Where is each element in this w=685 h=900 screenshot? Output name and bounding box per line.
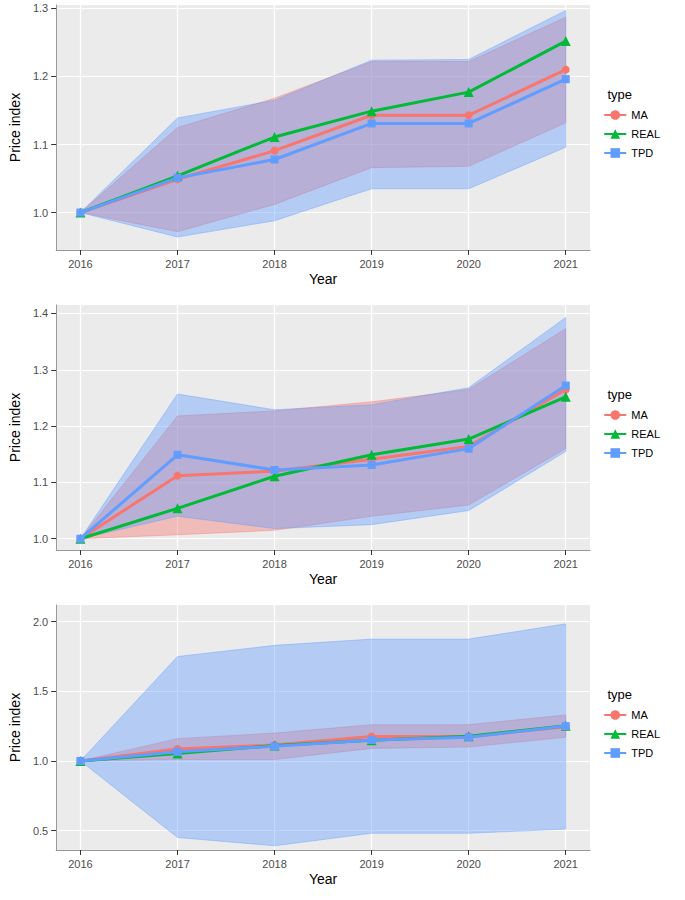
svg-text:0.5: 0.5 bbox=[33, 825, 48, 837]
svg-text:1.0: 1.0 bbox=[33, 755, 48, 767]
svg-text:TPD: TPD bbox=[631, 147, 653, 159]
svg-text:type: type bbox=[607, 87, 632, 102]
svg-text:2021: 2021 bbox=[553, 258, 577, 270]
svg-text:1.3: 1.3 bbox=[33, 364, 48, 376]
svg-text:REAL: REAL bbox=[631, 728, 660, 740]
svg-text:2016: 2016 bbox=[68, 858, 92, 870]
svg-text:Price index: Price index bbox=[7, 693, 23, 762]
svg-text:2018: 2018 bbox=[262, 858, 286, 870]
svg-text:2019: 2019 bbox=[359, 258, 383, 270]
svg-text:2016: 2016 bbox=[68, 258, 92, 270]
svg-text:MA: MA bbox=[631, 709, 648, 721]
svg-text:1.3: 1.3 bbox=[33, 2, 48, 14]
svg-text:Price index: Price index bbox=[7, 93, 23, 162]
svg-text:2020: 2020 bbox=[456, 858, 480, 870]
svg-text:TPD: TPD bbox=[631, 447, 653, 459]
svg-text:1.0: 1.0 bbox=[33, 533, 48, 545]
svg-text:1.1: 1.1 bbox=[33, 476, 48, 488]
svg-text:1.0: 1.0 bbox=[33, 207, 48, 219]
svg-text:Year: Year bbox=[309, 571, 338, 587]
svg-text:2017: 2017 bbox=[165, 258, 189, 270]
svg-text:type: type bbox=[607, 387, 632, 402]
svg-text:REAL: REAL bbox=[631, 428, 660, 440]
svg-text:2019: 2019 bbox=[359, 858, 383, 870]
svg-text:2017: 2017 bbox=[165, 858, 189, 870]
svg-text:2.0: 2.0 bbox=[33, 616, 48, 628]
svg-text:2020: 2020 bbox=[456, 558, 480, 570]
svg-text:1.1: 1.1 bbox=[33, 139, 48, 151]
svg-text:2021: 2021 bbox=[553, 858, 577, 870]
svg-text:1.5: 1.5 bbox=[33, 685, 48, 697]
svg-text:2020: 2020 bbox=[456, 258, 480, 270]
svg-text:1.2: 1.2 bbox=[33, 70, 48, 82]
svg-text:2021: 2021 bbox=[553, 558, 577, 570]
svg-text:Price index: Price index bbox=[7, 393, 23, 462]
svg-text:2018: 2018 bbox=[262, 258, 286, 270]
svg-text:type: type bbox=[607, 687, 632, 702]
svg-text:2017: 2017 bbox=[165, 558, 189, 570]
svg-text:REAL: REAL bbox=[631, 128, 660, 140]
svg-text:MA: MA bbox=[631, 409, 648, 421]
svg-text:Year: Year bbox=[309, 271, 338, 287]
svg-text:1.2: 1.2 bbox=[33, 420, 48, 432]
svg-text:1.4: 1.4 bbox=[33, 307, 48, 319]
svg-text:MA: MA bbox=[631, 109, 648, 121]
svg-text:2018: 2018 bbox=[262, 558, 286, 570]
svg-text:2016: 2016 bbox=[68, 558, 92, 570]
svg-text:2019: 2019 bbox=[359, 558, 383, 570]
svg-text:TPD: TPD bbox=[631, 747, 653, 759]
svg-text:Year: Year bbox=[309, 871, 338, 887]
